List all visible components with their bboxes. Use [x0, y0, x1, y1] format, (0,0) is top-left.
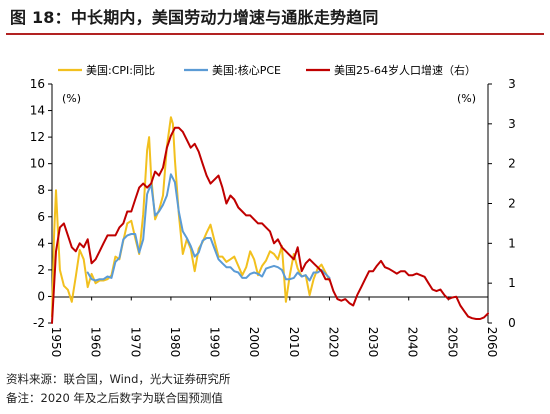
left-tick-label: 10 — [30, 157, 45, 171]
right-tick-label: 2 — [508, 197, 516, 211]
right-tick-label: 1 — [508, 276, 516, 290]
x-tick-label: 2040 — [406, 327, 420, 358]
left-tick-label: 16 — [30, 77, 45, 91]
x-tick-label: 1980 — [168, 327, 182, 358]
right-tick-label: 0 — [508, 316, 516, 330]
left-tick-label: 2 — [37, 263, 45, 277]
legend-label-population: 美国25-64岁人口增速（右） — [334, 63, 476, 77]
x-tick-label: 2010 — [287, 327, 301, 358]
source-note: 资料来源：联合国，Wind，光大证券研究所 — [6, 372, 231, 386]
series-line-core-pce — [86, 173, 331, 282]
left-tick-label: 8 — [37, 183, 45, 197]
x-tick-label: 1970 — [128, 327, 142, 358]
x-tick-label: 2020 — [326, 327, 340, 358]
left-tick-label: 4 — [37, 236, 45, 250]
legend-label-core-pce: 美国:核心PCE — [212, 63, 281, 77]
figure-title: 图 18：中长期内，美国劳动力增速与通胀走势趋同 — [10, 8, 379, 27]
right-axis-ticks: 0 1 1 2 2 3 3 — [488, 77, 516, 330]
x-tick-label: 2060 — [485, 327, 499, 358]
x-tick-label: 1950 — [49, 327, 63, 358]
left-tick-label: -2 — [33, 316, 45, 330]
x-tick-label: 1960 — [89, 327, 103, 358]
left-tick-label: 14 — [30, 104, 45, 118]
left-tick-label: 0 — [37, 289, 45, 303]
left-axis-unit: (%) — [62, 92, 81, 105]
title-rule — [6, 33, 544, 35]
series-layer — [51, 116, 489, 324]
x-axis-ticks: 1950 1960 1970 1980 1990 2000 2010 2020 2030 2040… — [49, 296, 499, 357]
series-line-population — [51, 126, 489, 324]
left-tick-label: 12 — [30, 130, 45, 144]
right-axis-unit: (%) — [457, 92, 476, 105]
x-tick-label: 2030 — [366, 327, 380, 358]
x-tick-label: 2050 — [445, 327, 459, 358]
right-tick-label: 2 — [508, 157, 516, 171]
x-tick-label: 1990 — [208, 327, 222, 358]
series-line-cpi — [51, 116, 331, 318]
legend: 美国:CPI:同比 美国:核心PCE 美国25-64岁人口增速（右） — [58, 63, 476, 77]
right-tick-label: 3 — [508, 117, 516, 131]
legend-label-cpi: 美国:CPI:同比 — [86, 64, 155, 77]
left-tick-label: 6 — [37, 210, 45, 224]
footnote: 备注：2020 年及之后数字为联合国预测值 — [6, 391, 223, 405]
right-tick-label: 3 — [508, 77, 516, 91]
left-axis-ticks: -2 0 2 4 6 8 10 12 14 16 — [30, 77, 52, 330]
x-tick-label: 2000 — [247, 327, 261, 358]
right-tick-label: 1 — [508, 236, 516, 250]
